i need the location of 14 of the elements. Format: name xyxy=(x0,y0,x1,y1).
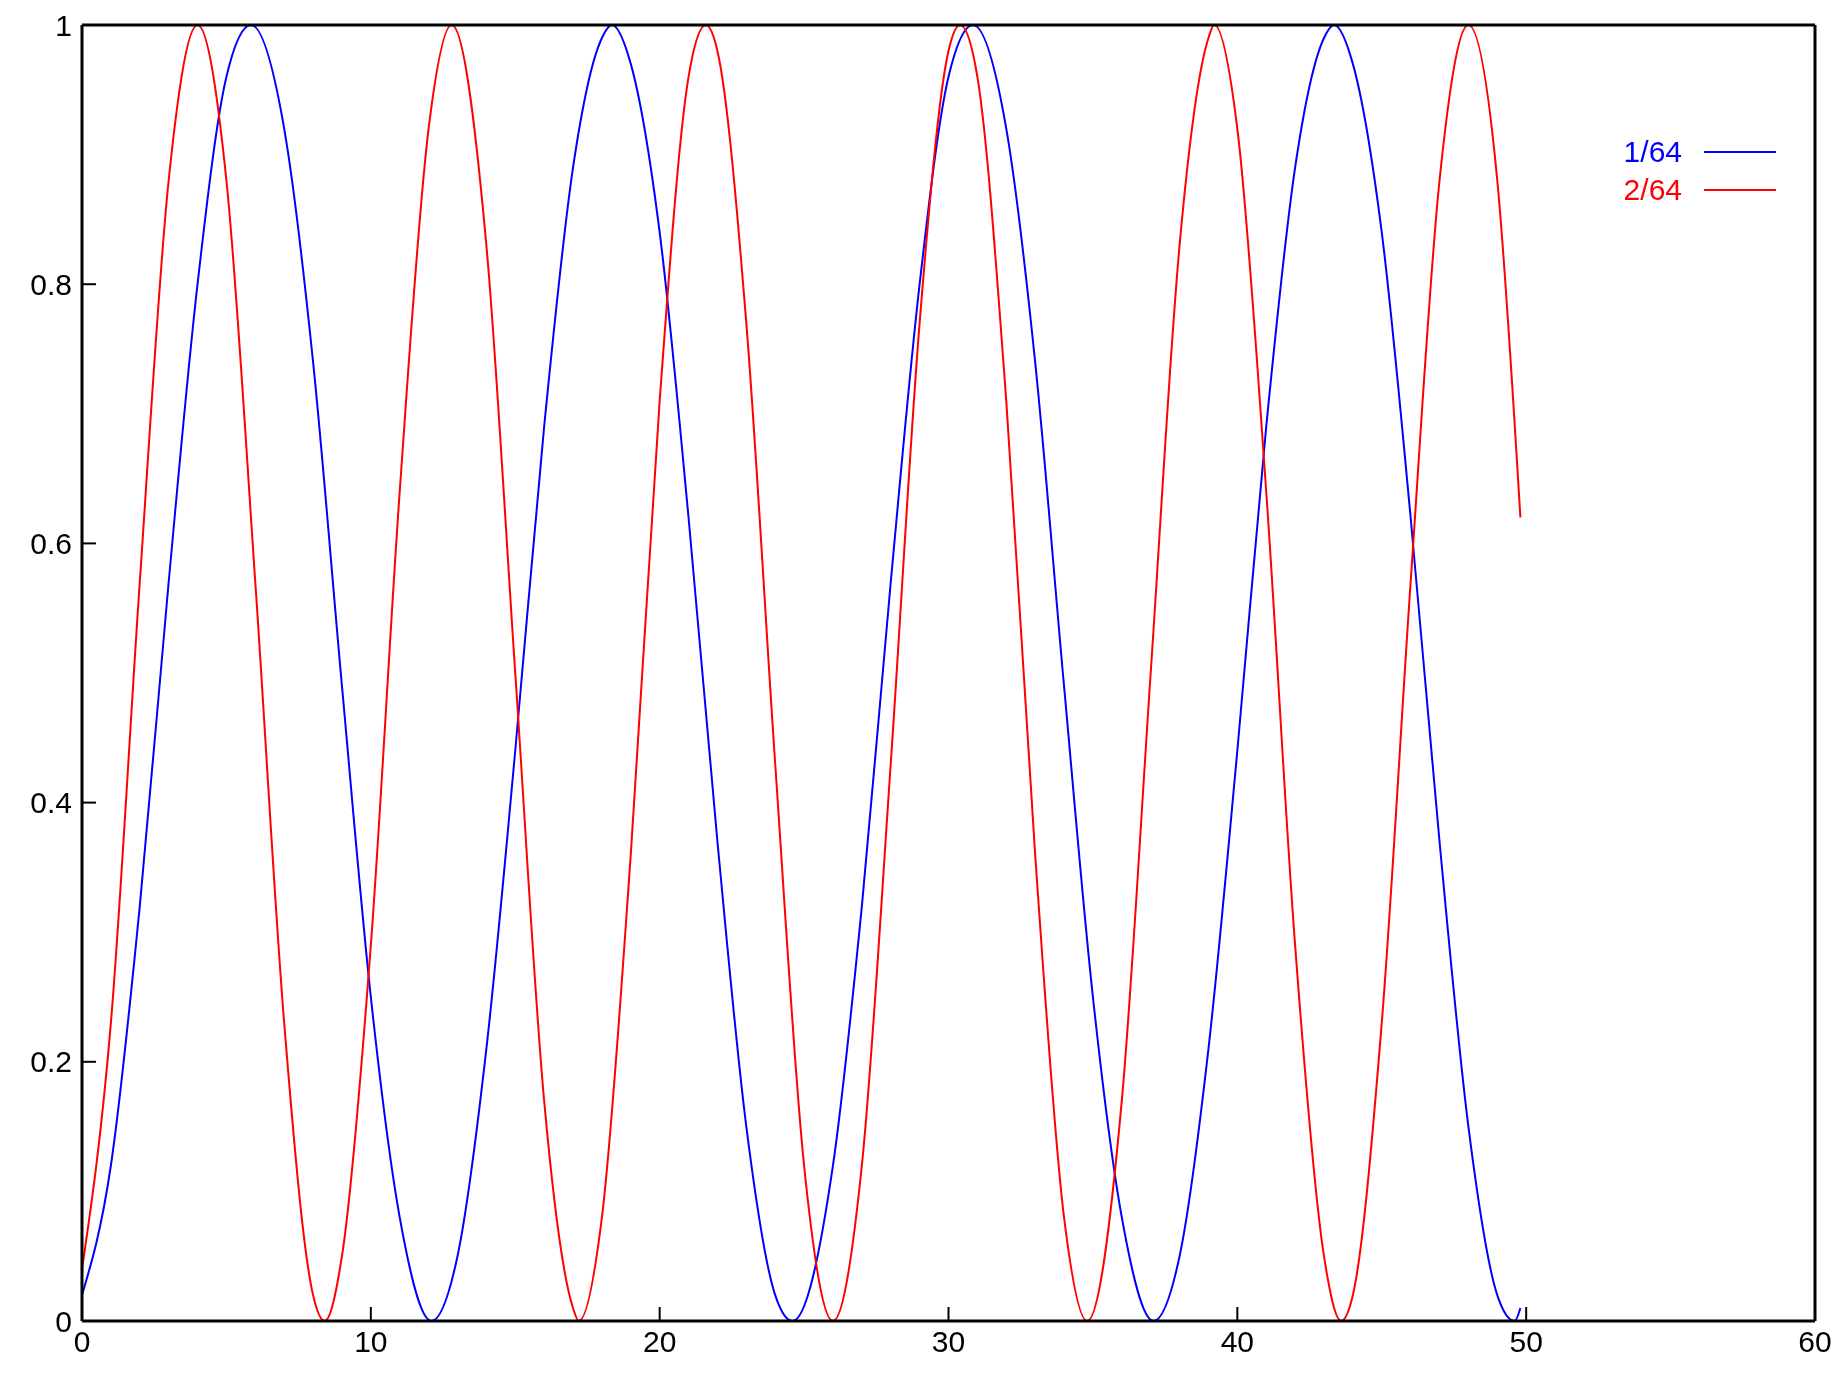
x-tick-label: 10 xyxy=(354,1325,388,1359)
y-tick-label: 0.8 xyxy=(30,267,72,301)
y-tick-label: 0.4 xyxy=(30,786,72,820)
y-tick-label: 0 xyxy=(55,1304,72,1338)
x-tick-label: 40 xyxy=(1220,1325,1255,1359)
legend-label: 2/64 xyxy=(1623,172,1682,208)
x-tick-label: 50 xyxy=(1509,1325,1543,1359)
x-tick-label: 20 xyxy=(642,1325,677,1359)
y-tick-label: 0.6 xyxy=(30,527,72,561)
x-tick-label: 60 xyxy=(1798,1325,1832,1359)
y-tick-label: 1 xyxy=(55,8,72,42)
y-tick-label: 0.2 xyxy=(30,1045,72,1079)
legend-label: 1/64 xyxy=(1623,134,1682,170)
x-tick-label: 30 xyxy=(931,1325,966,1359)
